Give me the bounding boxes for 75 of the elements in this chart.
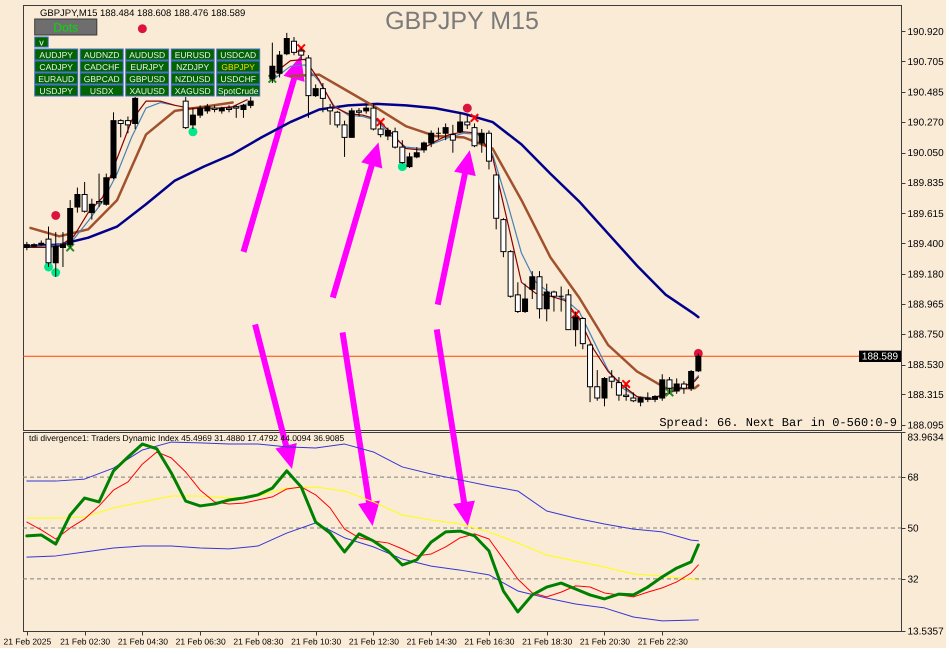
annotation: EURAUD bbox=[38, 74, 74, 84]
annotation: SpotCrude bbox=[218, 86, 259, 96]
annotation: USDJPY bbox=[39, 86, 74, 96]
x-tick-label: 21 Feb 10:30 bbox=[291, 636, 342, 646]
y-tick-label: 83.9634 bbox=[908, 432, 944, 444]
y-tick-label: 190.920 bbox=[908, 26, 944, 38]
x-tick-label: 21 Feb 20:30 bbox=[580, 636, 630, 646]
annotation: GBPCAD bbox=[84, 74, 120, 84]
annotation: USDX bbox=[90, 86, 114, 96]
annotation: GBPUSD bbox=[129, 74, 166, 84]
point bbox=[664, 388, 674, 398]
y-tick-label: 190.050 bbox=[908, 148, 944, 160]
point bbox=[621, 379, 631, 389]
annotation: EURUSD bbox=[174, 50, 211, 60]
annotation: AUDNZD bbox=[84, 50, 120, 60]
y-tick-label: 189.835 bbox=[908, 178, 944, 190]
chart-subtitle: GBPJPY,M15 188.484 188.608 188.476 188.589 bbox=[40, 8, 246, 19]
annotation: NZDUSD bbox=[174, 74, 210, 84]
annotation: XAUUSD bbox=[129, 86, 165, 96]
candlestick bbox=[450, 124, 456, 154]
annotation: CADCHF bbox=[84, 62, 120, 72]
annotation: Spread: 66. Next Bar in 0-560:0-9 bbox=[659, 416, 897, 430]
y-tick-label: 32 bbox=[908, 574, 920, 586]
x-tick-label: 21 Feb 12:30 bbox=[348, 636, 400, 646]
y-tick-label: 189.400 bbox=[908, 238, 944, 250]
x-tick-label: 21 Feb 2025 bbox=[3, 636, 52, 646]
point bbox=[188, 127, 198, 136]
annotation: XAGUSD bbox=[174, 86, 211, 96]
y-tick-label: 188.095 bbox=[908, 420, 944, 432]
y-tick-label: 188.315 bbox=[908, 390, 944, 401]
annotation: Dots bbox=[53, 20, 78, 34]
x-tick-label: 21 Feb 18:30 bbox=[522, 636, 573, 646]
y-tick-label: 189.615 bbox=[908, 208, 944, 220]
x-tick-label: 21 Feb 16:30 bbox=[464, 636, 515, 646]
y-tick-label: 190.705 bbox=[908, 56, 944, 68]
point bbox=[296, 43, 306, 53]
chart-title: GBPJPY M15 bbox=[385, 7, 539, 35]
point bbox=[376, 117, 386, 127]
point bbox=[462, 104, 472, 113]
y-tick-label: 188.965 bbox=[908, 299, 944, 310]
y-tick-label: 50 bbox=[908, 523, 920, 534]
y-tick-label: 68 bbox=[908, 472, 920, 484]
annotation: GBPJPY bbox=[221, 62, 256, 72]
x-tick-label: 21 Feb 04:30 bbox=[118, 636, 168, 646]
line-series bbox=[26, 486, 699, 581]
x-tick-label: 21 Feb 02:30 bbox=[60, 636, 110, 646]
x-tick-label: 21 Feb 08:30 bbox=[233, 636, 284, 646]
annotation: NZDJPY bbox=[176, 62, 210, 72]
annotation: USDCHF bbox=[220, 74, 256, 84]
y-tick-label: 13.5357 bbox=[908, 626, 944, 638]
y-tick-label: 190.485 bbox=[908, 88, 944, 99]
x-tick-label: 21 Feb 22:30 bbox=[638, 636, 688, 646]
point bbox=[398, 162, 407, 172]
candlestick bbox=[327, 103, 334, 126]
line-series bbox=[26, 442, 699, 542]
point bbox=[570, 310, 580, 320]
y-tick-label: 189.180 bbox=[908, 269, 944, 280]
annotation: AUDUSD bbox=[129, 50, 166, 60]
annotation: CADJPY bbox=[39, 62, 74, 72]
annotation: EURJPY bbox=[130, 62, 164, 72]
y-tick-label: 188.750 bbox=[908, 329, 944, 340]
point bbox=[138, 24, 147, 34]
point bbox=[51, 210, 60, 220]
y-tick-label: 190.270 bbox=[908, 118, 944, 129]
point bbox=[65, 242, 75, 252]
point bbox=[470, 113, 480, 123]
annotation: v bbox=[39, 38, 44, 48]
annotation: USDCAD bbox=[220, 50, 256, 60]
point bbox=[268, 74, 278, 84]
annotation: AUDJPY bbox=[39, 50, 74, 60]
x-tick-label: 21 Feb 06:30 bbox=[176, 636, 226, 646]
line-series bbox=[26, 522, 699, 622]
x-tick-label: 21 Feb 14:30 bbox=[406, 636, 458, 646]
ref-line-label: 188.589 bbox=[862, 351, 899, 362]
y-tick-label: 188.530 bbox=[908, 360, 944, 372]
